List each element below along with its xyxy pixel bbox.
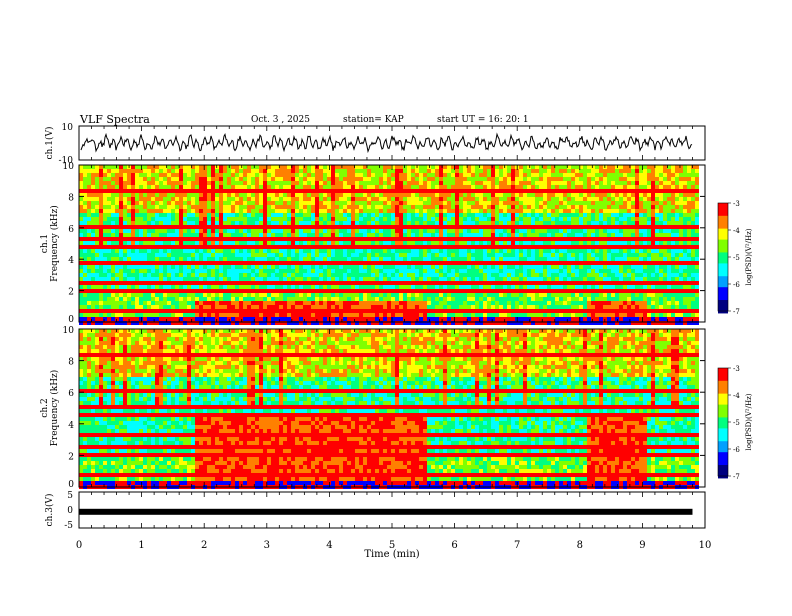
ch2-spectrogram-ytick-label: 6 xyxy=(68,389,74,399)
ch1-spectrogram-ylabel-frequency: Frequency (kHz) xyxy=(49,205,60,282)
x-tick-label: 4 xyxy=(326,540,332,551)
ch1-spectrogram-colorbar-tick-label: -7 xyxy=(733,308,740,316)
x-tick-label: 2 xyxy=(201,540,207,551)
ch1-spectrogram-colorbar-tick-label: -5 xyxy=(733,254,740,262)
ch1-spectrogram-colorbar-tick-label: -6 xyxy=(733,281,740,289)
ch2-spectrogram-colorbar-tick-label: -6 xyxy=(733,446,740,454)
ch1-spectrogram-ytick-label: 0 xyxy=(68,315,74,325)
x-tick-label: 9 xyxy=(639,540,645,551)
ch1-spectrogram-ytick-label: 2 xyxy=(68,288,74,298)
ch2-spectrogram-colorbar-tick-label: -5 xyxy=(733,419,740,427)
ch1-spectrogram-colorbar-tick-label: -4 xyxy=(733,227,740,235)
station-label: station= KAP xyxy=(343,115,404,125)
date-label: Oct. 3 , 2025 xyxy=(251,115,310,125)
ch2-spectrogram-ytick-label: 2 xyxy=(68,452,74,462)
ch3-trace-line xyxy=(79,509,692,515)
ch3-ylabel: ch.3(V) xyxy=(44,494,55,527)
ch2-spectrogram-ytick-label: 0 xyxy=(68,480,74,490)
ch2-spectrogram-colorbar xyxy=(718,368,728,478)
ch2-spectrogram-ytick-label: 10 xyxy=(63,326,75,336)
ch1-ytick-label: 10 xyxy=(62,123,74,133)
ch2-spectrogram-colorbar-tick-label: -3 xyxy=(733,365,740,373)
ch1-spectrogram-ytick-label: 8 xyxy=(68,193,74,203)
x-tick-label: 7 xyxy=(514,540,520,551)
ch2-spectrogram-ylabel-channel: ch.2 xyxy=(40,398,50,417)
start-time-label: start UT = 16: 20: 1 xyxy=(437,115,529,125)
ch2-spectrogram-colorbar-tick-label: -7 xyxy=(733,473,740,481)
figure-title: VLF Spectra xyxy=(80,113,150,126)
ch1-spectrogram-colorbar xyxy=(718,203,728,313)
ch1-spectrogram-ytick-label: 10 xyxy=(63,162,75,172)
x-tick-label: 8 xyxy=(577,540,583,551)
ch2-spectrogram-heatmap xyxy=(79,329,699,489)
ch2-spectrogram-ylabel-frequency: Frequency (kHz) xyxy=(49,370,60,447)
ch1-spectrogram-ylabel-channel: ch.1 xyxy=(40,234,50,253)
ch1-spectrogram-ytick-label: 4 xyxy=(68,256,74,266)
x-tick-label: 3 xyxy=(264,540,270,551)
ch1-ylabel: ch.1(V) xyxy=(44,127,55,160)
ch2-spectrogram-ytick-label: 4 xyxy=(68,421,74,431)
x-tick-label: 6 xyxy=(451,540,457,551)
ch1-spectrogram-ytick-label: 6 xyxy=(68,225,74,235)
ch1-spectrogram-heatmap xyxy=(79,165,699,325)
ch2-spectrogram-ytick-label: 8 xyxy=(68,358,74,368)
x-tick-label: 10 xyxy=(699,540,712,551)
ch3-ytick-label: 0 xyxy=(67,506,73,516)
x-axis-label: Time (min) xyxy=(364,549,419,560)
ch2-spectrogram-colorbar-label: log(PSD)(V²/Hz) xyxy=(745,393,753,450)
x-tick-label: 1 xyxy=(138,540,144,551)
ch3-ytick-label: -5 xyxy=(64,521,73,531)
ch3-ytick-label: 5 xyxy=(67,491,73,501)
ch1-spectrogram-colorbar-tick-label: -3 xyxy=(733,200,740,208)
x-tick-label: 0 xyxy=(76,540,82,551)
ch2-spectrogram-colorbar-tick-label: -4 xyxy=(733,392,740,400)
ch1-spectrogram-colorbar-label: log(PSD)(V²/Hz) xyxy=(745,228,753,285)
